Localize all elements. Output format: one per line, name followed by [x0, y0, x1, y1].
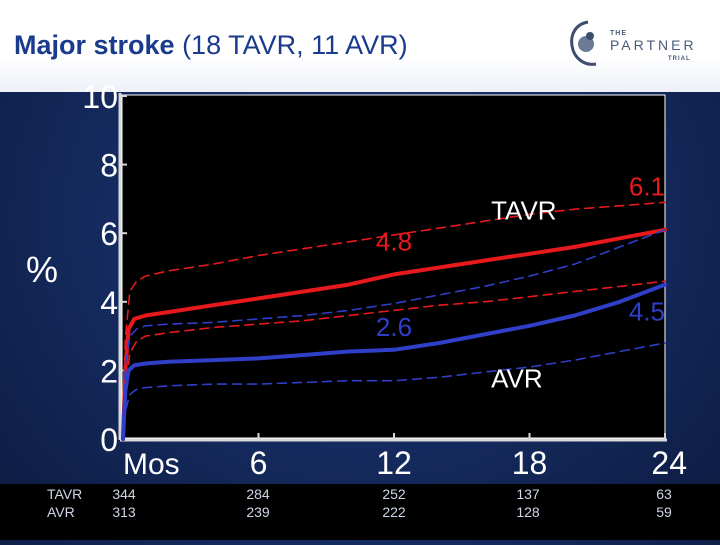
x-tick-label: 18 — [512, 445, 548, 481]
logo-emblem-icon — [570, 20, 597, 66]
x-axis-label: Mos — [123, 448, 180, 481]
annotation-label: 4.5 — [629, 297, 665, 327]
ci-band-line-4 — [122, 229, 666, 440]
ci-band-line-5 — [122, 342, 666, 440]
risk-cell: 252 — [382, 486, 406, 502]
logo-the: THE — [610, 30, 627, 37]
x-tick-label: 6 — [250, 445, 268, 481]
series-line-0 — [121, 227, 667, 441]
annotation-label: 2.6 — [376, 312, 412, 342]
y-tick-label: 0 — [100, 422, 118, 458]
y-tick-label: 10 — [82, 79, 118, 115]
logo-name: PARTNER — [610, 37, 697, 53]
risk-cell: 313 — [112, 504, 136, 520]
risk-cell: 222 — [382, 504, 406, 520]
y-ticks: 0 2 4 6 8 10 — [82, 79, 127, 458]
annotation-label: 6.1 — [629, 171, 665, 201]
plot-area — [121, 94, 666, 439]
y-tick-label: 6 — [100, 216, 118, 252]
risk-table: TAVR 344 284 252 137 63 AVR 313 239 222 128 59 — [0, 484, 720, 540]
annotation-label: TAVR — [491, 195, 556, 225]
series-group — [121, 201, 667, 441]
risk-row-label: AVR — [47, 504, 75, 520]
risk-cell: 344 — [112, 486, 136, 502]
x-tick-label: 12 — [376, 445, 412, 481]
y-tick-label: 8 — [100, 148, 118, 184]
risk-row-label: TAVR — [47, 486, 82, 502]
logo-trial: TRIAL — [668, 56, 691, 62]
risk-cell: 284 — [246, 486, 270, 502]
chart-title: Major stroke (18 TAVR, 11 AVR) — [14, 30, 408, 61]
title-bar: Major stroke (18 TAVR, 11 AVR) THE PARTN… — [0, 0, 720, 92]
risk-table-svg: TAVR 344 284 252 137 63 AVR 313 239 222 128 59 — [47, 486, 672, 520]
ci-band-line-2 — [122, 280, 666, 440]
series-line-3 — [121, 282, 667, 441]
risk-cell: 128 — [516, 504, 540, 520]
risk-cell: 137 — [516, 486, 540, 502]
annotations: 4.8 6.1 TAVR 2.6 4.5 AVR — [376, 171, 665, 393]
risk-cell: 59 — [656, 504, 672, 520]
y-tick-label: 4 — [100, 285, 118, 321]
x-ticks: 6 12 18 24 — [250, 433, 687, 481]
partner-trial-logo: THE PARTNER TRIAL — [566, 14, 706, 80]
risk-cell: 63 — [656, 486, 672, 502]
x-tick-label: 24 — [651, 445, 687, 481]
y-tick-label: 2 — [100, 353, 118, 389]
risk-cell: 239 — [246, 504, 270, 520]
chart-title-rest: (18 TAVR, 11 AVR) — [174, 30, 408, 60]
annotation-label: AVR — [491, 364, 543, 394]
annotation-label: 4.8 — [376, 226, 412, 256]
chart-title-bold: Major stroke — [14, 30, 175, 60]
y-axis-label: % — [26, 249, 58, 290]
ci-band-line-1 — [122, 201, 666, 440]
